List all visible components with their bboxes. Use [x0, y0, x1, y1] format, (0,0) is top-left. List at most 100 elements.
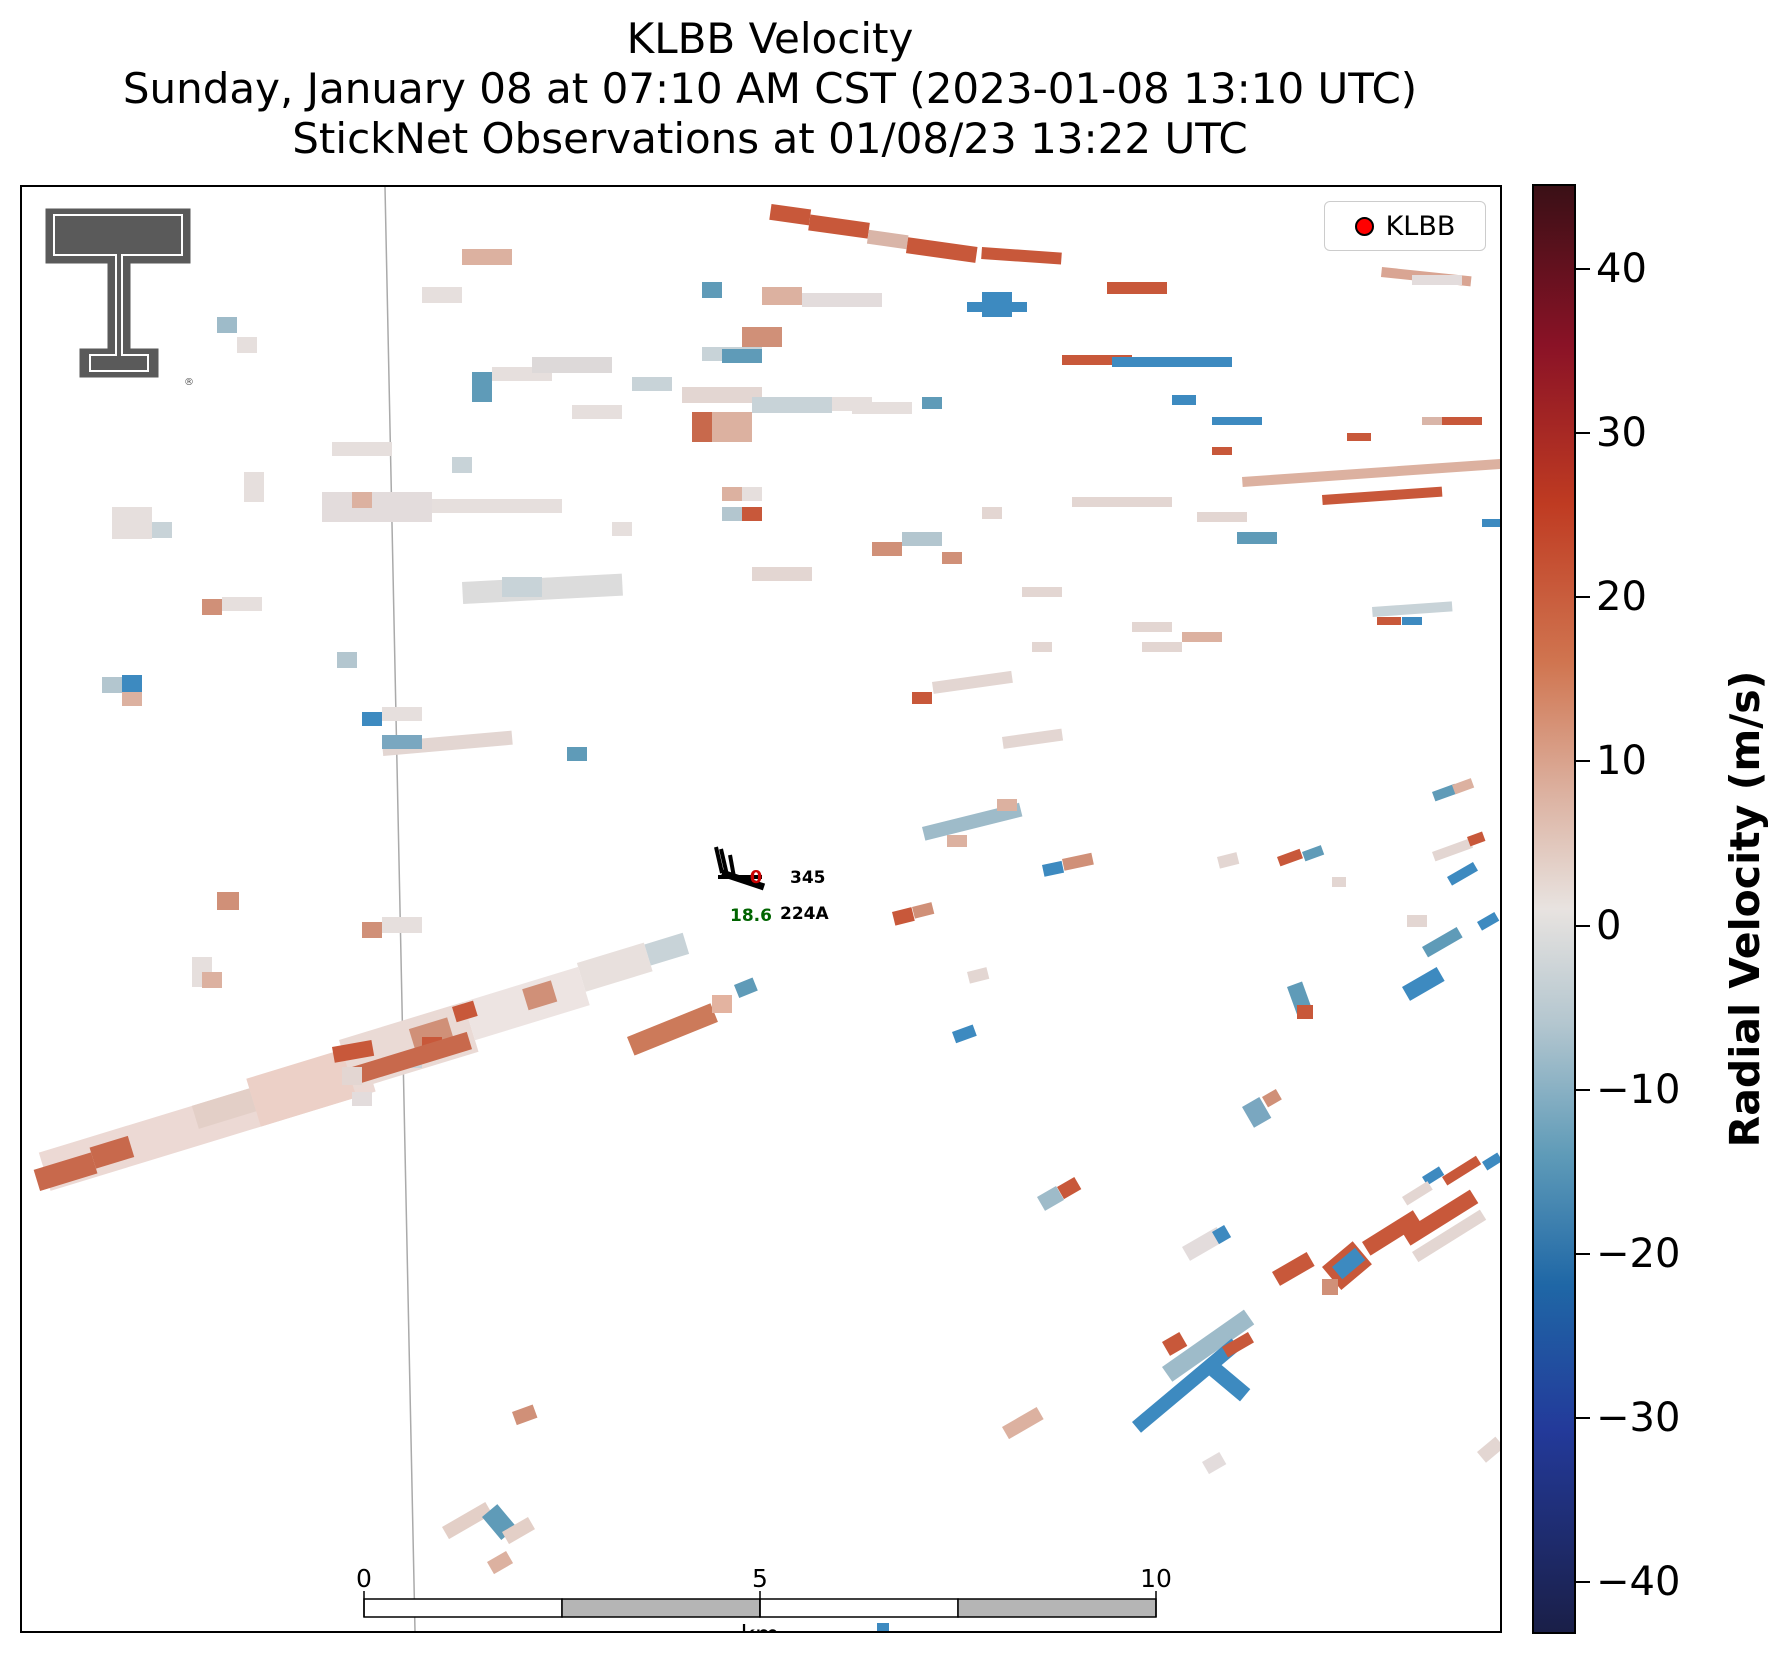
velocity-pixel: [1211, 1225, 1232, 1245]
station-pressure: 345: [790, 868, 826, 888]
velocity-pixel: [692, 412, 712, 442]
colorbar-label-10: 10: [1596, 738, 1647, 784]
scale-tick-5: 5: [752, 1564, 768, 1593]
velocity-pixel: [752, 567, 812, 581]
velocity-pixel: [1112, 357, 1232, 367]
velocity-pixel: [1422, 927, 1463, 958]
velocity-pixel: [947, 835, 967, 847]
velocity-pixel: [244, 472, 264, 502]
velocity-pixel: [1297, 1005, 1313, 1019]
velocity-pixel: [1431, 838, 1474, 862]
velocity-pixel: [742, 507, 762, 521]
velocity-pixel: [408, 1017, 454, 1051]
velocity-pixel: [932, 670, 1013, 694]
velocity-pixel: [1062, 355, 1132, 365]
velocity-pixel: [1001, 728, 1064, 749]
velocity-pixel: [912, 692, 932, 704]
velocity-pixel: [1032, 642, 1052, 652]
velocity-pixel: [1057, 1177, 1082, 1200]
velocity-pixel: [1042, 860, 1065, 877]
velocity-pixel: [217, 317, 237, 333]
velocity-pixel: [1107, 282, 1167, 294]
velocity-pixel: [1202, 1452, 1227, 1475]
velocity-pixel: [1442, 1155, 1482, 1186]
velocity-pixel: [1272, 1252, 1315, 1286]
velocity-pixel: [33, 1152, 98, 1191]
velocity-pixel: [532, 357, 612, 373]
svg-text:®: ®: [184, 377, 194, 388]
velocity-pixel: [522, 980, 558, 1011]
velocity-pixel: [1412, 275, 1462, 285]
velocity-pixel: [1401, 1181, 1433, 1206]
title-line-2: Sunday, January 08 at 07:10 AM CST (2023…: [122, 64, 1418, 113]
texas-tech-logo: ®: [42, 205, 194, 388]
colorbar-label-30: 30: [1596, 410, 1647, 456]
velocity-pixel: [1162, 1309, 1255, 1382]
velocity-pixel: [246, 1049, 357, 1127]
velocity-pixel: [877, 1623, 889, 1631]
colorbar-tick: [1576, 268, 1590, 270]
velocity-pixel: [122, 692, 142, 706]
velocity-pixel: [1132, 622, 1172, 632]
velocity-pixel: [742, 327, 782, 347]
velocity-pixel: [451, 1000, 478, 1023]
velocity-pixel: [1322, 1279, 1338, 1295]
velocity-pixel: [362, 712, 382, 726]
sticknet-station-224A[interactable]: 0 345 18.6 224A: [714, 846, 829, 926]
velocity-pixel: [866, 229, 909, 250]
velocity-pixel: [191, 1088, 257, 1129]
velocity-pixel: [1261, 1089, 1282, 1108]
velocity-pixel: [202, 599, 222, 615]
velocity-pixel: [722, 349, 762, 363]
velocity-pixel: [942, 552, 962, 564]
scale-unit: km: [741, 1620, 780, 1631]
county-boundary-line: [384, 187, 416, 1631]
velocity-pixel: [337, 652, 357, 668]
velocity-pixel: [632, 377, 672, 391]
velocity-pixel: [322, 492, 432, 522]
velocity-pixel: [902, 532, 942, 546]
scale-tick-10: 10: [1140, 1564, 1172, 1593]
velocity-pixel: [905, 237, 978, 263]
velocity-pixel: [422, 287, 462, 303]
velocity-pixel: [122, 675, 142, 693]
wind-barb-flag: [719, 848, 729, 876]
velocity-pixel: [769, 203, 812, 226]
velocity-pixel: [1201, 1357, 1251, 1402]
velocity-pixel: [921, 802, 1023, 841]
title-line-3: StickNet Observations at 01/08/23 13:22 …: [292, 114, 1248, 163]
scale-tick-0: 0: [356, 1564, 372, 1593]
colorbar-tick: [1576, 925, 1590, 927]
velocity-pixel: [1062, 852, 1094, 871]
velocity-pixel: [922, 397, 942, 409]
velocity-pixel: [572, 405, 622, 419]
colorbar-tick: [1576, 1581, 1590, 1583]
scale-bar: 0 5 10 km: [356, 1564, 1172, 1631]
velocity-pixel: [1242, 1097, 1272, 1128]
velocity-pixel: [382, 917, 422, 933]
velocity-pixel: [1422, 1166, 1445, 1186]
velocity-pixel: [981, 247, 1062, 265]
legend: KLBB: [1324, 201, 1486, 251]
velocity-pixel: [442, 1502, 493, 1540]
title-block: KLBB Velocity Sunday, January 08 at 07:1…: [20, 14, 1520, 164]
velocity-pixel: [752, 397, 832, 413]
velocity-pixel: [1212, 417, 1262, 425]
velocity-pixel: [462, 249, 512, 265]
colorbar-label-neg40: −40: [1596, 1559, 1681, 1605]
velocity-pixel: [1482, 519, 1500, 527]
velocity-pixel: [351, 1031, 473, 1085]
velocity-pixel: [362, 922, 382, 938]
velocity-pixel: [352, 492, 372, 508]
radar-map[interactable]: 0 345 18.6 224A ® 0 5 10 km KLBB: [20, 185, 1502, 1633]
velocity-pixel: [852, 402, 912, 414]
wind-barb-flag: [728, 854, 736, 878]
velocity-pixel: [892, 907, 915, 926]
wind-barb-flag: [714, 846, 724, 874]
velocity-pixel: [1222, 1332, 1254, 1358]
velocity-pixel: [222, 597, 262, 611]
velocity-pixel: [1022, 587, 1062, 597]
velocity-pixel: [1402, 967, 1445, 1001]
velocity-pixel: [722, 507, 742, 521]
velocity-pixel: [1162, 1331, 1188, 1356]
